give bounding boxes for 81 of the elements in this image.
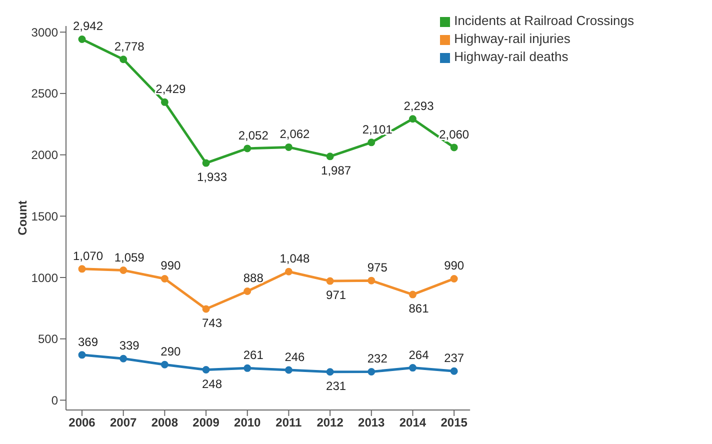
data-label: 971 bbox=[326, 288, 346, 302]
point bbox=[244, 144, 252, 152]
y-tick-label: 3000 bbox=[31, 25, 58, 40]
point bbox=[326, 368, 334, 376]
data-label: 231 bbox=[326, 378, 346, 393]
data-label: 1,059 bbox=[114, 250, 145, 264]
point bbox=[160, 274, 168, 282]
point bbox=[78, 265, 86, 273]
point bbox=[326, 277, 334, 285]
y-tick-label: 2500 bbox=[31, 86, 58, 101]
legend-label: Highway-rail injuries bbox=[454, 31, 570, 46]
data-label: 2,060 bbox=[439, 127, 470, 142]
data-label: 2,101 bbox=[362, 122, 393, 136]
y-tick-label: 0 bbox=[51, 393, 58, 408]
data-label: 248 bbox=[202, 376, 222, 391]
point bbox=[284, 268, 292, 276]
point bbox=[368, 276, 376, 284]
data-label: 990 bbox=[160, 258, 182, 273]
x-tick-label: 2010 bbox=[234, 416, 262, 430]
y-tick-label: 500 bbox=[38, 332, 58, 346]
point bbox=[408, 364, 416, 372]
point bbox=[78, 36, 86, 43]
point bbox=[160, 360, 168, 368]
x-tick-label: 2011 bbox=[276, 416, 302, 430]
data-label: 975 bbox=[367, 260, 388, 275]
point bbox=[368, 138, 376, 146]
point bbox=[244, 364, 252, 372]
point bbox=[120, 266, 128, 274]
x-tick-label: 2013 bbox=[358, 416, 386, 430]
data-label: 861 bbox=[408, 302, 430, 316]
point bbox=[160, 98, 168, 106]
data-label: 2,429 bbox=[156, 82, 186, 96]
data-label: 290 bbox=[160, 344, 182, 359]
legend-label: Incidents at Railroad Crossings bbox=[454, 13, 634, 28]
data-label: 743 bbox=[202, 316, 222, 330]
data-label: 2,052 bbox=[238, 128, 269, 142]
point bbox=[284, 143, 292, 151]
data-label: 261 bbox=[243, 348, 264, 362]
point bbox=[202, 366, 210, 374]
x-tick-label: 2014 bbox=[399, 416, 426, 430]
point bbox=[368, 368, 376, 376]
data-label: 2,062 bbox=[280, 127, 310, 142]
data-label: 1,933 bbox=[197, 170, 228, 184]
data-label: 990 bbox=[444, 258, 464, 273]
point bbox=[202, 305, 210, 313]
point bbox=[450, 367, 458, 375]
point bbox=[284, 366, 292, 374]
data-label: 2,293 bbox=[404, 98, 434, 113]
x-tick-label: 2008 bbox=[151, 416, 178, 430]
point bbox=[202, 159, 210, 167]
x-tick-label: 2006 bbox=[68, 416, 96, 430]
data-label: 339 bbox=[119, 338, 140, 353]
point bbox=[408, 290, 416, 298]
y-axis-title: Count bbox=[15, 200, 30, 236]
data-label: 237 bbox=[444, 351, 464, 366]
y-tick-label: 1500 bbox=[31, 209, 58, 224]
point bbox=[120, 56, 128, 64]
data-label: 1,987 bbox=[321, 163, 352, 178]
data-label: 888 bbox=[243, 271, 264, 286]
x-tick-label: 2007 bbox=[110, 416, 138, 430]
data-label: 369 bbox=[78, 334, 98, 349]
y-tick-label: 1000 bbox=[31, 270, 58, 285]
data-label: 2,778 bbox=[114, 39, 145, 54]
point bbox=[244, 287, 252, 295]
legend-label: Highway-rail deaths bbox=[454, 49, 568, 64]
x-tick-label: 2015 bbox=[440, 416, 468, 430]
data-label: 264 bbox=[408, 348, 430, 362]
point bbox=[78, 351, 86, 359]
data-label: 2,942 bbox=[72, 19, 104, 34]
point bbox=[326, 152, 334, 160]
y-tick-label: 2000 bbox=[31, 148, 58, 162]
point bbox=[450, 144, 458, 152]
data-label: 232 bbox=[367, 352, 388, 366]
data-label: 246 bbox=[284, 350, 306, 364]
point bbox=[408, 115, 416, 123]
data-label: 1,048 bbox=[280, 252, 310, 266]
data-label: 1,070 bbox=[72, 248, 104, 263]
point bbox=[120, 354, 128, 362]
point bbox=[450, 274, 458, 282]
x-tick-label: 2009 bbox=[192, 416, 220, 430]
x-tick-label: 2012 bbox=[316, 416, 344, 430]
